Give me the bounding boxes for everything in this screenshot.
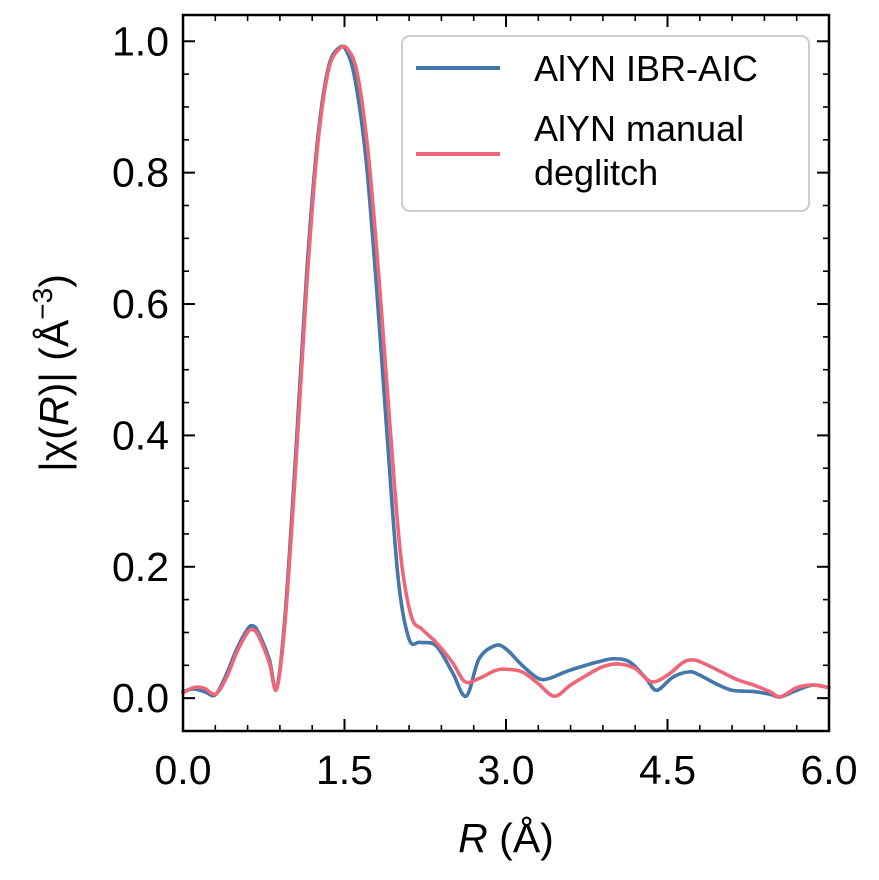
y-tick-label: 0.6 — [112, 281, 169, 327]
plot-frame — [181, 13, 831, 733]
legend-label-manual-deglitch: AlYN manual deglitch — [534, 108, 754, 193]
x-axis-label-unit: (Å) — [499, 815, 554, 861]
tick-labels: 0.0 1.5 3.0 4.5 6.0 0.0 0.2 0.4 0.6 0.8 1.0 — [112, 18, 858, 793]
y-axis-label-unit: )| (Å — [31, 319, 77, 396]
plot-area — [181, 44, 831, 699]
y-tick-label: 1.0 — [112, 18, 169, 64]
y-axis-label-r: R — [31, 396, 77, 426]
legend: AlYN IBR-AIC AlYN manual deglitch — [401, 35, 810, 212]
x-tick-label: 6.0 — [801, 747, 858, 793]
legend-label-manual-deglitch-line1: AlYN manual — [534, 108, 744, 149]
x-axis-label: R (Å) — [458, 815, 554, 861]
y-axis-label-chi: |χ( — [31, 426, 77, 472]
series-line-1 — [181, 44, 831, 699]
y-tick-label: 0.8 — [112, 150, 169, 196]
legend-label-manual-deglitch-line2: deglitch — [534, 152, 658, 193]
y-tick-label: 0.2 — [112, 544, 169, 590]
y-axis-label-exp: −3 — [27, 288, 58, 320]
x-tick-label: 0.0 — [155, 747, 212, 793]
y-axis-label-close: ) — [31, 274, 77, 288]
x-tick-label: 3.0 — [478, 747, 535, 793]
x-tick-label: 1.5 — [316, 747, 373, 793]
x-tick-label: 4.5 — [639, 747, 696, 793]
legend-label-ibr-aic: AlYN IBR-AIC — [534, 48, 758, 89]
y-tick-label: 0.4 — [112, 412, 169, 458]
y-axis-label: |χ(R)| (Å−3) — [27, 274, 77, 472]
y-tick-label: 0.0 — [112, 675, 169, 721]
x-axis-label-r: R — [458, 815, 488, 861]
legend-box — [401, 35, 810, 212]
